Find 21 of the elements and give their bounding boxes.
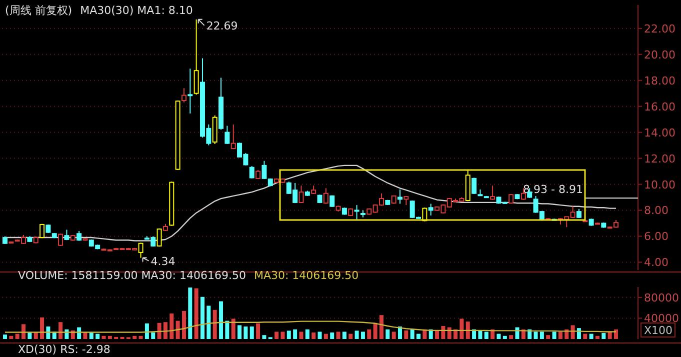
ref-line-label: 8.93 - 8.91 bbox=[523, 183, 583, 196]
chart-subtitle: MA30: 1406169.50 bbox=[254, 269, 359, 282]
y-tick-label: 14.00 bbox=[644, 126, 676, 140]
y-tick-label: 12.00 bbox=[644, 152, 676, 166]
chart-title: (周线 前复权) bbox=[5, 4, 72, 17]
chart-subtitle: MA30(30) MA1: 8.10 bbox=[80, 4, 193, 17]
y-tick-label: 20.00 bbox=[644, 48, 676, 62]
y-tick-label: 4.00 bbox=[644, 256, 668, 270]
y-tick-label: 16.00 bbox=[644, 100, 676, 114]
text: X100 bbox=[644, 324, 673, 337]
y-tick-label: 80000 bbox=[644, 291, 679, 304]
y-tick-label: 18.00 bbox=[644, 74, 676, 88]
annotation: 22.69 bbox=[206, 19, 238, 32]
y-tick-label: 8.00 bbox=[644, 204, 668, 218]
chart-title: VOLUME: 1581159.00 MA30: 1406169.50 bbox=[18, 269, 246, 282]
y-tick-label: 10.00 bbox=[644, 178, 676, 192]
y-tick-label: 22.00 bbox=[644, 22, 676, 36]
y-tick-label: 40000 bbox=[644, 312, 679, 326]
annotation: 4.34 bbox=[150, 254, 176, 268]
text: XD(30) RS: -2.98 bbox=[18, 343, 110, 356]
y-tick-label: 6.00 bbox=[644, 230, 668, 244]
